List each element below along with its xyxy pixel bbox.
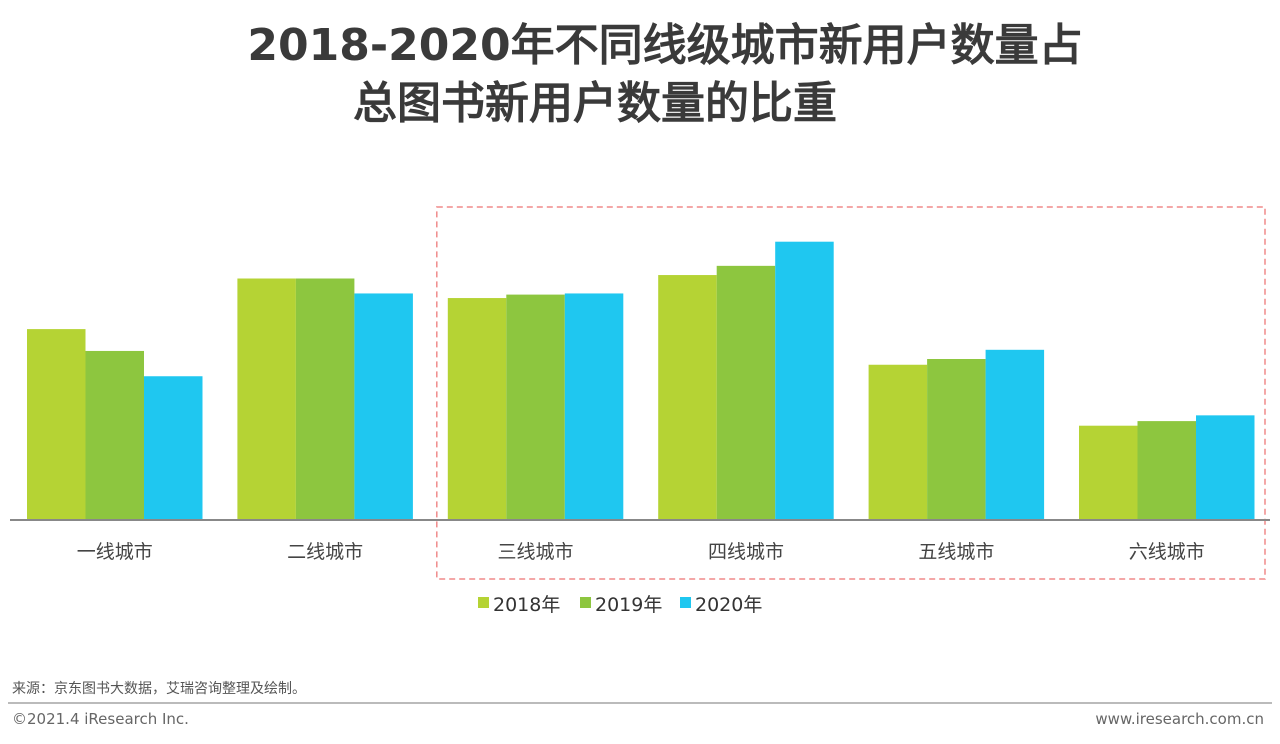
legend-label: 2020年 xyxy=(695,594,762,616)
x-tick-label: 三线城市 xyxy=(498,541,574,563)
legend-swatch-2020年 xyxy=(680,597,691,608)
x-tick-label: 一线城市 xyxy=(77,541,153,563)
bar-2018年-六线城市 xyxy=(1079,425,1138,520)
chart-title-line-1: 2018-2020年不同线级城市新用户数量占 xyxy=(247,20,1083,71)
legend-label: 2018年 xyxy=(493,594,560,616)
bar-2018年-三线城市 xyxy=(447,298,507,520)
bar-2020年-一线城市 xyxy=(144,376,203,520)
bar-2020年-二线城市 xyxy=(354,293,413,520)
bar-2020年-六线城市 xyxy=(1196,415,1255,520)
bar-2020年-五线城市 xyxy=(985,349,1045,520)
highlight-box xyxy=(436,206,1266,580)
x-tick-label: 六线城市 xyxy=(1129,541,1205,563)
chart-title-line-2: 总图书新用户数量的比重 xyxy=(353,78,837,129)
website-link[interactable]: www.iresearch.com.cn xyxy=(1095,710,1264,728)
bar-2019年-二线城市 xyxy=(295,278,355,520)
bar-2020年-四线城市 xyxy=(775,241,834,520)
legend-swatch-2019年 xyxy=(580,597,591,608)
copyright: ©2021.4 iResearch Inc. xyxy=(12,710,189,728)
bar-2018年-五线城市 xyxy=(868,364,928,520)
legend-swatch-2018年 xyxy=(478,597,489,608)
bar-2019年-五线城市 xyxy=(927,359,986,520)
bar-2019年-一线城市 xyxy=(85,350,144,520)
bar-2019年-四线城市 xyxy=(716,265,776,520)
bar-2019年-六线城市 xyxy=(1137,421,1196,520)
source-note: 来源：京东图书大数据，艾瑞咨询整理及绘制。 xyxy=(12,681,306,697)
footer-divider xyxy=(8,702,1272,704)
bar-2018年-一线城市 xyxy=(27,329,86,520)
legend-label: 2019年 xyxy=(595,594,662,616)
x-tick-label: 四线城市 xyxy=(708,541,784,563)
bar-2018年-二线城市 xyxy=(237,278,296,520)
bar-2020年-三线城市 xyxy=(564,293,624,520)
bar-2018年-四线城市 xyxy=(658,275,717,520)
x-tick-label: 五线城市 xyxy=(918,541,994,563)
x-tick-label: 二线城市 xyxy=(287,541,363,563)
bar-2019年-三线城市 xyxy=(506,294,565,520)
